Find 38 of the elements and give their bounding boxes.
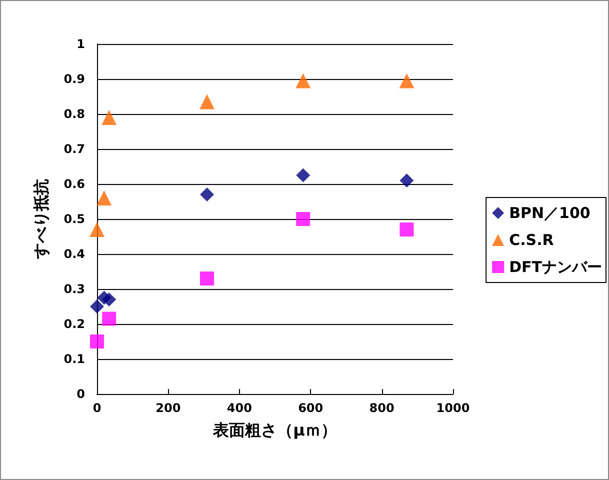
y-tick-label: 0.3 [64, 282, 85, 296]
y-tick-label: 0.2 [64, 317, 85, 331]
point [102, 110, 117, 125]
y-tick-label: 0.5 [64, 212, 85, 226]
point [90, 334, 104, 348]
y-tick-label: 0.6 [64, 177, 85, 191]
x-tick-label: 400 [226, 401, 252, 415]
point [200, 94, 215, 110]
y-tick-label: 1 [76, 37, 85, 51]
y-tick-label: 0 [76, 387, 85, 401]
point [296, 212, 310, 226]
point [400, 174, 414, 188]
point [296, 168, 310, 182]
point [400, 222, 414, 236]
x-tick-label: 200 [156, 401, 181, 415]
y-tick-label: 0.8 [64, 107, 85, 121]
legend-label: DFTナンバー [509, 258, 602, 276]
point [102, 292, 116, 306]
legend-label: BPN／100 [509, 204, 590, 222]
point [399, 73, 414, 88]
x-tick-label: 800 [369, 401, 394, 415]
x-axis-title: 表面粗さ（μｍ） [212, 420, 337, 440]
y-tick-label: 0.4 [64, 247, 85, 261]
x-tick-label: 0 [92, 401, 102, 415]
point [90, 222, 104, 237]
x-tick-label: 1000 [436, 401, 470, 415]
point [90, 300, 104, 314]
y-tick-label: 0.9 [64, 72, 85, 86]
y-axis-title: すべり抵抗 [32, 179, 50, 260]
legend-label: C.S.R [509, 231, 554, 249]
y-tick-label: 0.1 [64, 352, 85, 366]
x-tick-label: 600 [298, 401, 324, 415]
point [200, 188, 214, 202]
point [200, 272, 214, 286]
point [296, 73, 311, 88]
y-tick-label: 0.7 [64, 142, 85, 156]
point [96, 190, 112, 206]
point [102, 312, 116, 326]
